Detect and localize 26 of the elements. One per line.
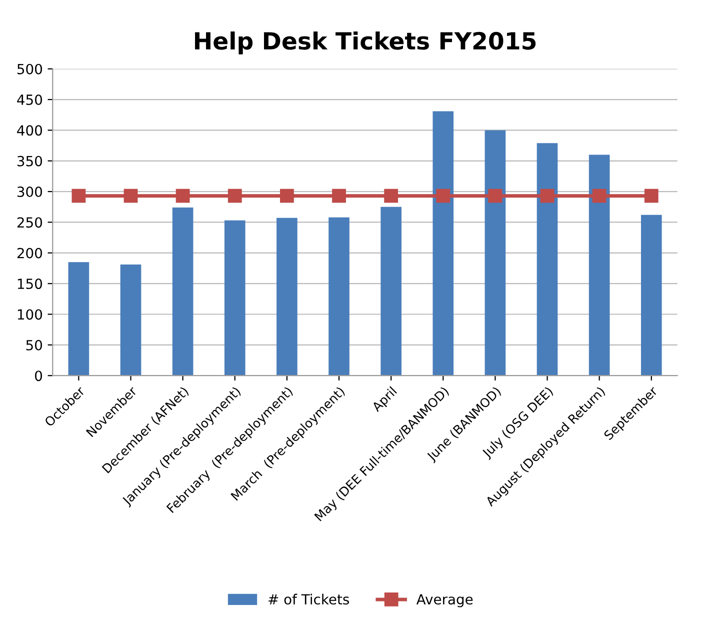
y-tick-label: 150 [18,278,42,290]
bar [536,143,558,376]
y-tick-label: 300 [17,186,42,198]
y-tick-label: 100 [18,309,42,320]
y-tick-label: 350 [17,156,42,166]
y-tick-label: 400 [17,125,42,136]
bar [68,262,90,376]
bar [640,214,662,376]
bar [120,264,142,376]
y-tick-label: 50 [26,340,42,350]
bar [328,217,350,376]
y-tick-label: 0 [35,370,42,382]
bar [432,111,454,376]
legend-label: # of Tickets [268,594,349,605]
bar [484,130,506,376]
bar [380,206,402,376]
bar [224,220,246,376]
bar [172,208,194,376]
chart-title: Help Desk Tickets FY2015 [195,31,536,54]
y-tick-label: 250 [17,217,42,228]
bar [588,154,610,376]
y-tick-label: 500 [17,64,42,74]
y-tick-label: 450 [17,94,42,106]
legend-label: Average [416,594,473,608]
bar [276,218,298,376]
y-tick-label: 200 [17,248,42,258]
